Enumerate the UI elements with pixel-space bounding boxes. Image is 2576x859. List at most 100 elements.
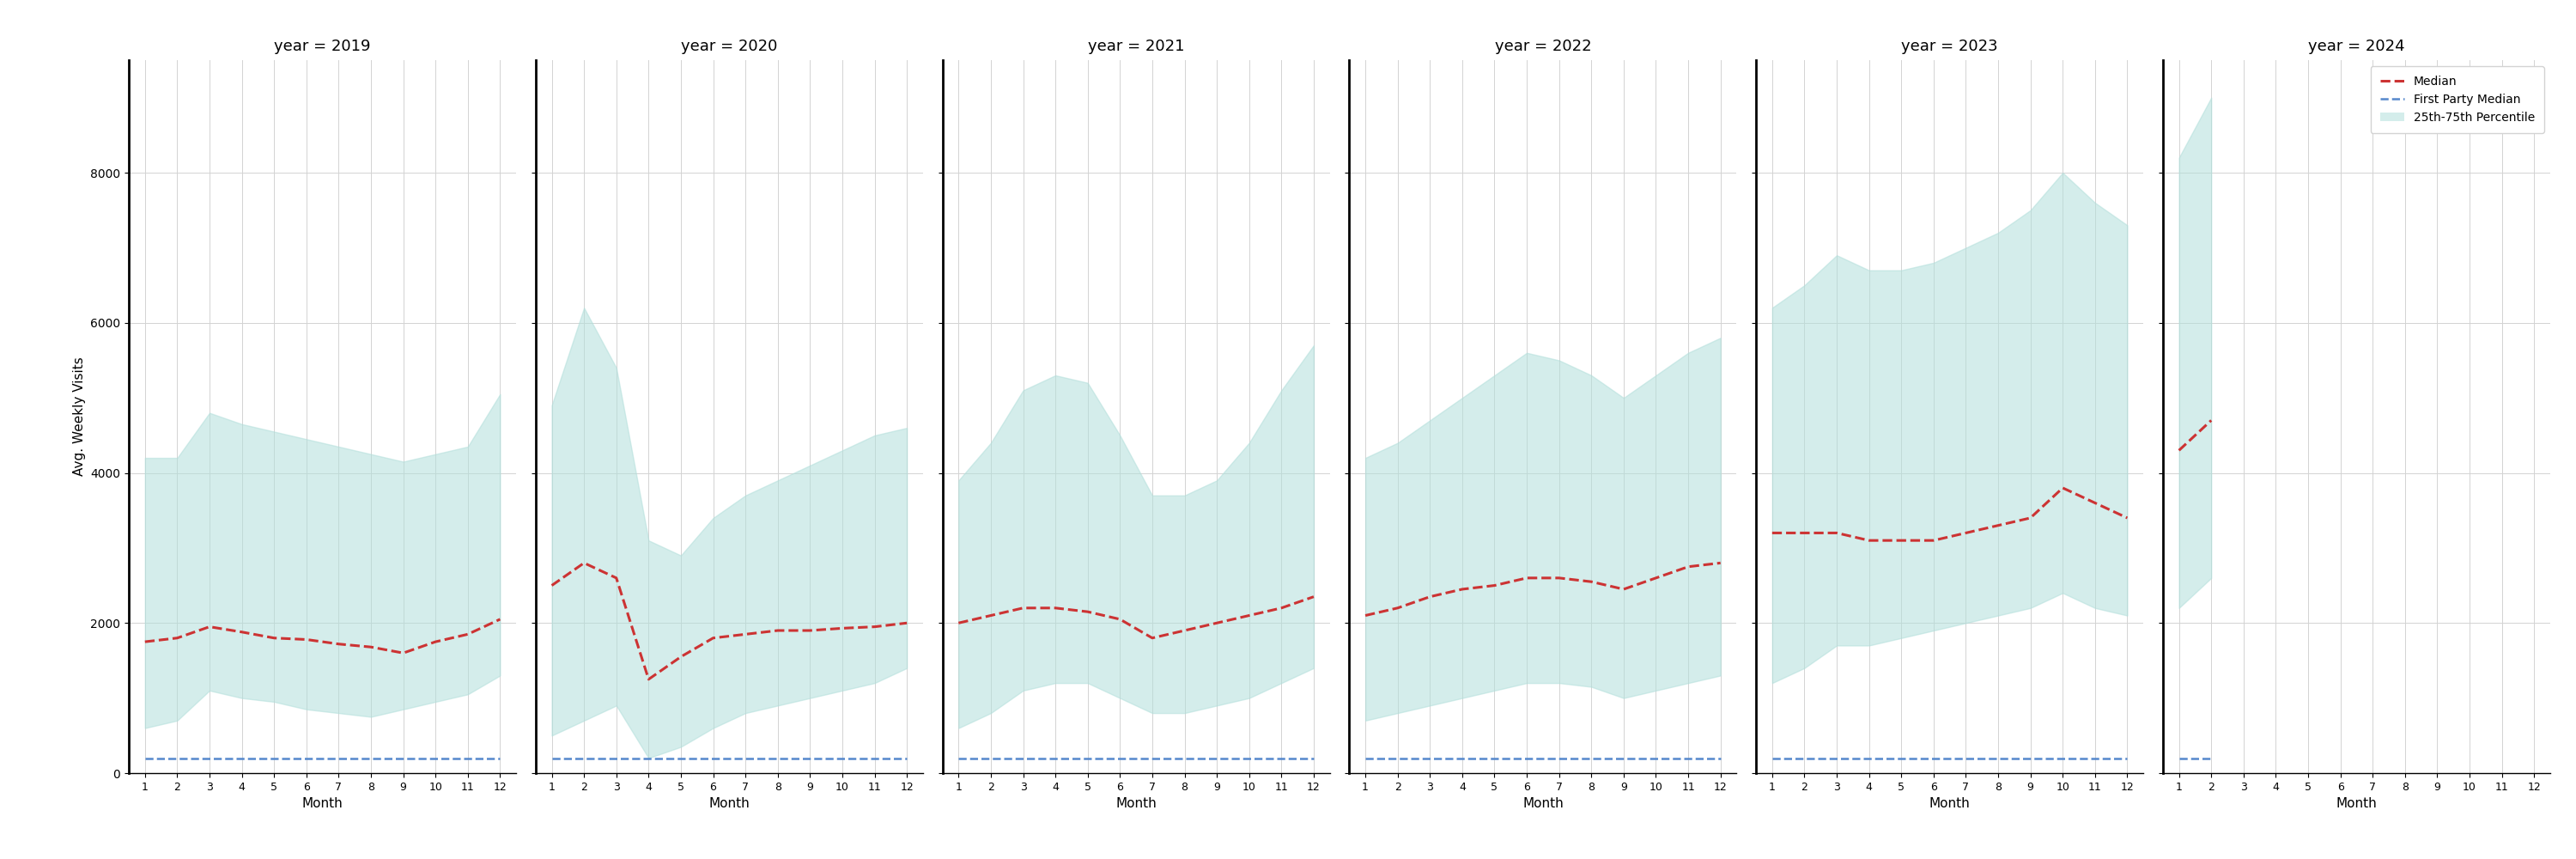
First Party Median <box>1821 753 1852 764</box>
Legend: Median, First Party Median, 25th-75th Percentile: Median, First Party Median, 25th-75th Pe… <box>2370 66 2545 133</box>
Median <box>1543 573 1574 583</box>
Median <box>322 639 353 649</box>
First Party Median <box>1170 753 1200 764</box>
Median <box>1136 633 1167 643</box>
Median <box>1105 614 1136 624</box>
First Party Median <box>355 753 386 764</box>
Title: year = 2020: year = 2020 <box>680 39 778 54</box>
Median <box>729 629 760 639</box>
Median <box>976 611 1007 621</box>
Median <box>698 633 729 643</box>
Line: Median: Median <box>1365 563 1721 616</box>
Median <box>1200 618 1231 628</box>
First Party Median <box>1950 753 1981 764</box>
First Party Median <box>1200 753 1231 764</box>
Median <box>1512 573 1543 583</box>
Median <box>1072 606 1103 617</box>
X-axis label: Month: Month <box>708 797 750 810</box>
First Party Median <box>1705 753 1736 764</box>
Median <box>1350 611 1381 621</box>
First Party Median <box>1919 753 1950 764</box>
Median <box>569 557 600 568</box>
First Party Median <box>600 753 631 764</box>
Median <box>2048 483 2079 493</box>
First Party Median <box>162 753 193 764</box>
First Party Median <box>2112 753 2143 764</box>
First Party Median <box>1448 753 1479 764</box>
First Party Median <box>1007 753 1038 764</box>
First Party Median <box>1757 753 1788 764</box>
Median <box>227 627 258 637</box>
Median <box>2112 513 2143 523</box>
Median <box>2164 445 2195 455</box>
First Party Median <box>227 753 258 764</box>
Median <box>258 633 289 643</box>
First Party Median <box>943 753 974 764</box>
First Party Median <box>1383 753 1414 764</box>
First Party Median <box>536 753 567 764</box>
Median <box>1855 535 1886 545</box>
First Party Median <box>1041 753 1072 764</box>
Median <box>162 633 193 643</box>
Median <box>827 623 858 633</box>
Median <box>1919 535 1950 545</box>
First Party Median <box>129 753 160 764</box>
First Party Median <box>762 753 793 764</box>
Median <box>1265 603 1296 613</box>
First Party Median <box>1577 753 1607 764</box>
X-axis label: Month: Month <box>301 797 343 810</box>
Median <box>1984 521 2014 531</box>
First Party Median <box>2164 753 2195 764</box>
First Party Median <box>1543 753 1574 764</box>
Median <box>453 629 484 639</box>
Line: Median: Median <box>144 619 500 653</box>
Median <box>891 618 922 628</box>
Median <box>1641 573 1672 583</box>
First Party Median <box>1641 753 1672 764</box>
First Party Median <box>1265 753 1296 764</box>
First Party Median <box>2048 753 2079 764</box>
Median <box>420 637 451 647</box>
Title: year = 2021: year = 2021 <box>1087 39 1185 54</box>
Line: Median: Median <box>1772 488 2128 540</box>
X-axis label: Month: Month <box>2336 797 2378 810</box>
Title: year = 2023: year = 2023 <box>1901 39 1999 54</box>
First Party Median <box>1105 753 1136 764</box>
Median <box>1234 611 1265 621</box>
First Party Median <box>2195 753 2226 764</box>
Median <box>860 622 891 632</box>
First Party Median <box>860 753 891 764</box>
First Party Median <box>698 753 729 764</box>
First Party Median <box>389 753 420 764</box>
Median <box>1170 625 1200 636</box>
First Party Median <box>793 753 824 764</box>
First Party Median <box>484 753 515 764</box>
Median <box>600 573 631 583</box>
Median <box>291 634 322 644</box>
First Party Median <box>1234 753 1265 764</box>
Median <box>1479 581 1510 591</box>
Median <box>1886 535 1917 545</box>
Line: Median: Median <box>2179 420 2210 450</box>
First Party Median <box>1512 753 1543 764</box>
Median <box>389 648 420 658</box>
Line: Median: Median <box>958 597 1314 638</box>
Median <box>1757 527 1788 538</box>
Median <box>793 625 824 636</box>
Median <box>1788 527 1819 538</box>
Median <box>634 674 665 685</box>
Median <box>665 652 696 662</box>
Median <box>1414 592 1445 602</box>
Y-axis label: Avg. Weekly Visits: Avg. Weekly Visits <box>72 357 85 476</box>
First Party Median <box>291 753 322 764</box>
First Party Median <box>827 753 858 764</box>
Median <box>2195 415 2226 425</box>
First Party Median <box>1672 753 1703 764</box>
Median <box>943 618 974 628</box>
Median <box>536 581 567 591</box>
First Party Median <box>1072 753 1103 764</box>
Median <box>1950 527 1981 538</box>
First Party Median <box>976 753 1007 764</box>
X-axis label: Month: Month <box>1929 797 1971 810</box>
First Party Median <box>634 753 665 764</box>
